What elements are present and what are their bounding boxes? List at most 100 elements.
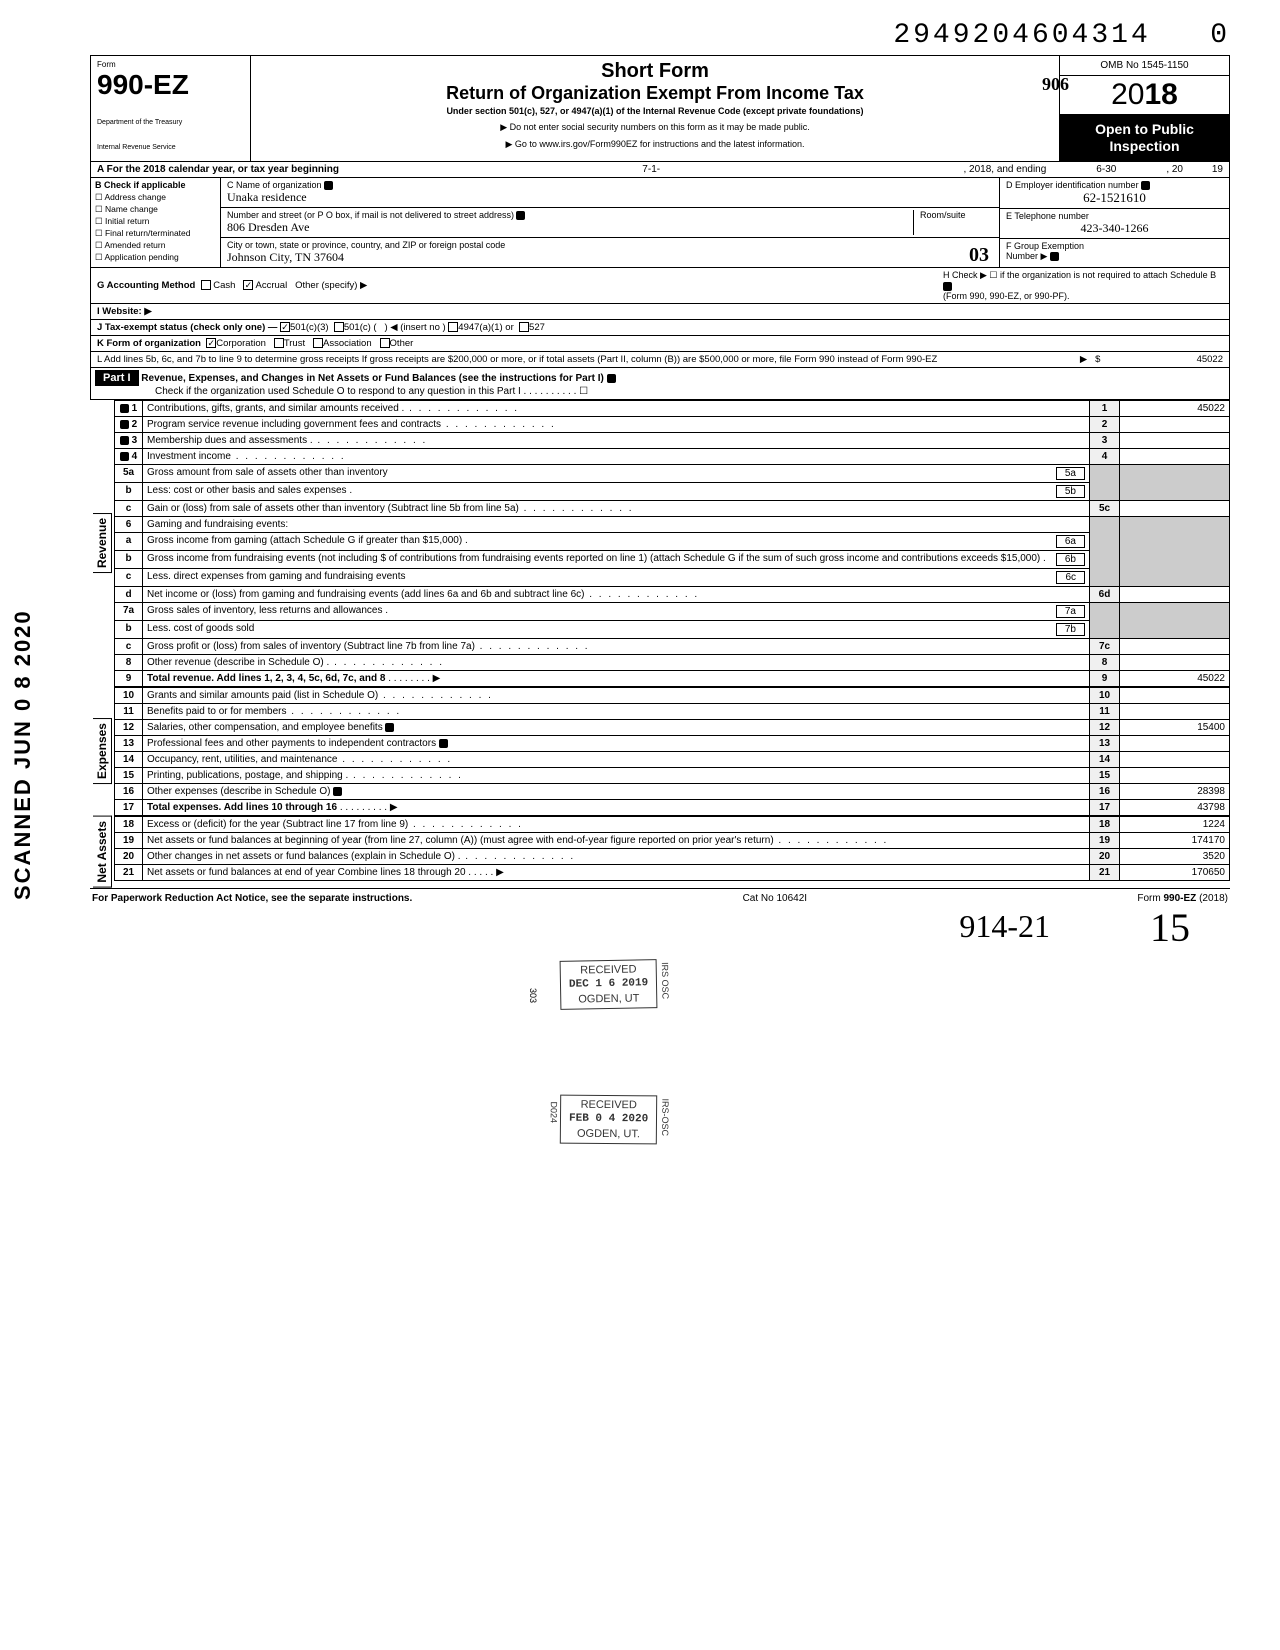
line-16-amount: 28398 [1120,783,1230,799]
dept-treasury: Department of the Treasury [97,119,244,126]
line-6a-num: a [115,532,143,550]
return-title: Return of Organization Exempt From Incom… [261,83,1049,104]
other-specify-label: Other (specify) ▶ [295,280,367,291]
g-label: G Accounting Method [97,280,195,291]
col-b-checkboxes: B Check if applicable Address change Nam… [91,178,221,267]
chk-trust[interactable] [274,338,284,348]
part-1-title: Revenue, Expenses, and Changes in Net As… [141,373,604,384]
help-icon[interactable] [120,404,129,413]
line-8-num: 8 [115,654,143,670]
scanned-date-sidebar: SCANNED JUN 0 8 2020 [10,609,36,900]
gross-receipts-amount: 45022 [1103,354,1223,365]
line-15-num: 15 [115,767,143,783]
line-14-num: 14 [115,751,143,767]
chk-initial-return[interactable]: Initial return [95,216,216,227]
line-12-num: 12 [115,719,143,735]
chk-501c[interactable] [334,322,344,332]
col-c-org-info: C Name of organization Unaka residence N… [221,178,999,267]
help-icon[interactable] [324,181,333,190]
right-header-box: OMB No 1545-1150 2018 Open to PublicInsp… [1059,56,1229,161]
year-begin: 7-1- [339,164,964,175]
chk-accrual[interactable]: ✓ [243,280,253,290]
line-14-desc: Occupancy, rent, utilities, and maintena… [143,751,1090,767]
chk-501c3[interactable]: ✓ [280,322,290,332]
help-icon[interactable] [439,739,448,748]
l-text: L Add lines 5b, 6c, and 7b to line 9 to … [97,354,937,365]
line-6b-desc: Gross income from fundraising events (no… [143,550,1090,568]
form-prefix: Form [97,60,244,69]
ssn-note: ▶ Do not enter social security numbers o… [261,122,1049,133]
line-5c-amount [1120,500,1230,516]
line-1-amount: 45022 [1120,400,1230,416]
help-icon[interactable] [1141,181,1150,190]
row-a-label: A For the 2018 calendar year, or tax yea… [97,164,339,175]
help-icon[interactable] [943,282,952,291]
line-10-num: 10 [115,687,143,703]
line-21-num: 21 [115,864,143,880]
help-icon[interactable] [333,787,342,796]
line-14-amount [1120,751,1230,767]
line-20-box: 20 [1090,848,1120,864]
line-20-num: 20 [115,848,143,864]
stamp-date-1: DEC 1 6 2019 [569,977,648,993]
line-17-desc: Total expenses. Add lines 10 through 16 … [143,799,1090,815]
line-7b-num: b [115,620,143,638]
revenue-label: Revenue [93,513,112,573]
help-icon[interactable] [120,452,129,461]
form-number-box: Form 990-EZ Department of the Treasury I… [91,56,251,161]
line-18-box: 18 [1090,816,1120,832]
section-bcdef: B Check if applicable Address change Nam… [90,178,1230,268]
help-icon[interactable] [120,420,129,429]
chk-4947[interactable] [448,322,458,332]
line-19-box: 19 [1090,832,1120,848]
chk-application-pending[interactable]: Application pending [95,252,216,263]
handwritten-03: 03 [969,244,989,267]
part-1-schedule-o-check: Check if the organization used Schedule … [155,386,588,397]
chk-final-return[interactable]: Final return/terminated [95,228,216,239]
document-id-number: 2949204604314 0 [90,20,1230,51]
chk-cash[interactable] [201,280,211,290]
line-7b-desc: Less. cost of goods sold7b [143,620,1090,638]
cash-label: Cash [213,280,235,291]
line-9-num: 9 [115,670,143,686]
accrual-label: Accrual [256,280,288,291]
line-6d-desc: Net income or (loss) from gaming and fun… [143,586,1090,602]
chk-other-org[interactable] [380,338,390,348]
line-19-num: 19 [115,832,143,848]
help-icon[interactable] [1050,252,1059,261]
line-4-amount [1120,448,1230,464]
url-note: ▶ Go to www.irs.gov/Form990EZ for instru… [261,139,1049,150]
help-icon[interactable] [516,211,525,220]
line-8-desc: Other revenue (describe in Schedule O) . [143,654,1090,670]
arrow-icon: ▶ [1080,354,1087,365]
chk-corporation[interactable]: ✓ [206,338,216,348]
row-i-website: I Website: ▶ [90,304,1230,320]
chk-527[interactable] [519,322,529,332]
group-number-label: Number ▶ [1006,251,1047,261]
line-6a-desc: Gross income from gaming (attach Schedul… [143,532,1090,550]
line-11-desc: Benefits paid to or for members [143,703,1090,719]
h-sub: (Form 990, 990-EZ, or 990-PF). [943,291,1070,301]
c-name-label: C Name of organization [227,180,322,190]
i-label: I Website: ▶ [97,306,152,317]
chk-address-change[interactable]: Address change [95,192,216,203]
grey-cell [1120,464,1230,500]
line-5a-desc: Gross amount from sale of assets other t… [143,464,1090,482]
help-icon[interactable] [607,374,616,383]
line-2-box: 2 [1090,416,1120,432]
help-icon[interactable] [385,723,394,732]
4947-label: 4947(a)(1) or [458,322,513,333]
line-14-box: 14 [1090,751,1120,767]
line-15-desc: Printing, publications, postage, and shi… [143,767,1090,783]
help-icon[interactable] [120,436,129,445]
chk-association[interactable] [313,338,323,348]
chk-amended-return[interactable]: Amended return [95,240,216,251]
chk-name-change[interactable]: Name change [95,204,216,215]
street-value: 806 Dresden Ave [227,220,309,234]
group-exemption-label: F Group Exemption [1006,241,1084,251]
line-3-amount [1120,432,1230,448]
line-2-amount [1120,416,1230,432]
line-18-amount: 1224 [1120,816,1230,832]
part-1-header-row: Part I Revenue, Expenses, and Changes in… [90,368,1230,400]
grey-cell [1120,516,1230,586]
